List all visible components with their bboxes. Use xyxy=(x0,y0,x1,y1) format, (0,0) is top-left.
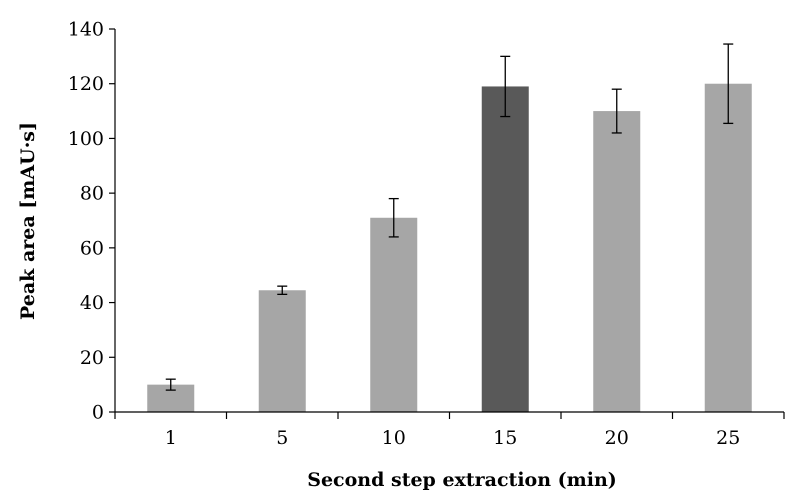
bar-25 xyxy=(704,83,752,412)
x-axis-title: Second step extraction (min) xyxy=(307,469,617,491)
y-tick-label: 120 xyxy=(68,73,104,95)
x-tick-labels: 1 5 10 15 20 25 xyxy=(165,427,741,449)
y-tick-label: 0 xyxy=(92,402,104,424)
y-tick-label: 20 xyxy=(80,347,104,369)
y-axis-title: Peak area [mAU·s] xyxy=(17,122,39,320)
error-bar-5 xyxy=(277,285,288,296)
error-bar-20 xyxy=(611,88,622,134)
x-tick-label: 5 xyxy=(276,427,288,449)
error-bar-15 xyxy=(500,55,511,118)
axes-group xyxy=(109,28,785,419)
y-tick-label: 100 xyxy=(68,128,104,150)
y-tick-label: 80 xyxy=(80,183,104,205)
x-tick-label: 20 xyxy=(605,427,629,449)
bar-15 xyxy=(481,86,529,412)
x-tick-label: 1 xyxy=(165,427,177,449)
y-tick-label: 60 xyxy=(80,237,104,259)
bars-group xyxy=(147,83,752,413)
bar-20 xyxy=(593,111,641,413)
y-tick-label: 40 xyxy=(80,292,104,314)
x-tick-label: 25 xyxy=(716,427,740,449)
error-bar-10 xyxy=(388,197,399,238)
bar-5 xyxy=(258,290,306,412)
error-bars-group xyxy=(165,43,734,391)
bar-10 xyxy=(370,217,418,412)
error-bar-1 xyxy=(165,378,176,391)
x-tick-label: 10 xyxy=(382,427,406,449)
y-tick-labels: 0 20 40 60 80 100 120 140 xyxy=(68,19,104,424)
y-tick-label: 140 xyxy=(68,19,104,41)
x-tick-label: 15 xyxy=(493,427,517,449)
error-bar-25 xyxy=(723,43,734,125)
